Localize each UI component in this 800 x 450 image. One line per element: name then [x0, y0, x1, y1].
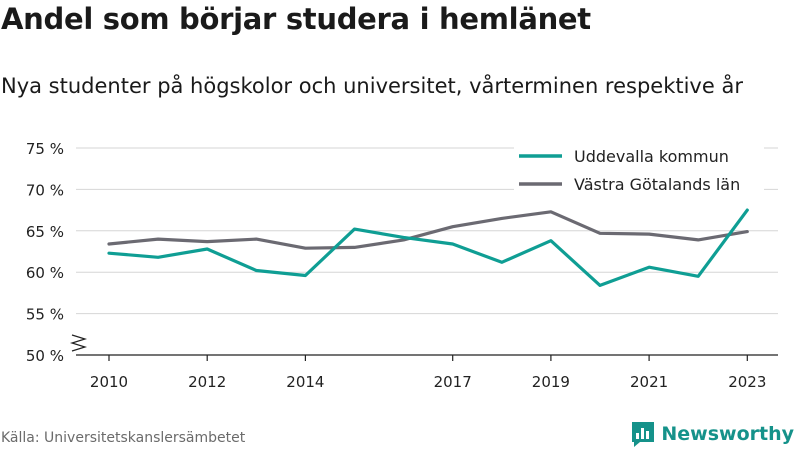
x-tick-label: 2014 [286, 373, 324, 391]
legend: Uddevalla kommun Västra Götalands län [514, 145, 764, 195]
newsworthy-logo-icon [632, 422, 655, 447]
x-axis: 2010 2012 2014 2017 2019 2021 2023 [76, 354, 778, 391]
y-tick-label: 75 % [26, 140, 64, 158]
y-tick-label: 55 % [26, 306, 64, 324]
chart-subtitle: Nya studenter på högskolor och universit… [1, 74, 743, 98]
legend-bg [514, 173, 764, 195]
x-tick-label: 2017 [434, 373, 472, 391]
brand-logo: Newsworthy [630, 420, 794, 448]
y-tick-label: 65 % [26, 223, 64, 241]
source-note: Källa: Universitetskanslersämbetet [1, 430, 246, 446]
x-tick-label: 2012 [188, 373, 226, 391]
series-line-v-stra-g-talands-l-n [107, 210, 749, 250]
series-lines [107, 208, 749, 287]
y-tick-label: 70 % [26, 181, 64, 199]
y-axis: 50 % 55 % 60 % 65 % 70 % 75 % [26, 140, 88, 365]
grid-lines [76, 147, 778, 315]
x-tick-label: 2021 [630, 373, 668, 391]
series-line-uddevalla-kommun [107, 208, 749, 287]
y-tick-label: 60 % [26, 264, 64, 282]
line-chart: 50 %55 %60 %65 %70 %75 % 2010 2012 2014 201… [26, 140, 778, 391]
legend-bg [514, 145, 764, 167]
x-tick-label: 2010 [90, 373, 128, 391]
axis-break-icon [69, 334, 88, 352]
chart-title: Andel som börjar studera i hemlänet [1, 2, 591, 36]
x-tick-label: 2023 [728, 373, 766, 391]
y-tick-label: 50 % [26, 347, 64, 365]
legend-label-v-stra-g-talands-l-n: Västra Götalands län [574, 175, 740, 194]
legend-label-uddevalla-kommun: Uddevalla kommun [574, 147, 729, 166]
brand-name: Newsworthy [661, 423, 794, 445]
x-tick-label: 2019 [532, 373, 570, 391]
